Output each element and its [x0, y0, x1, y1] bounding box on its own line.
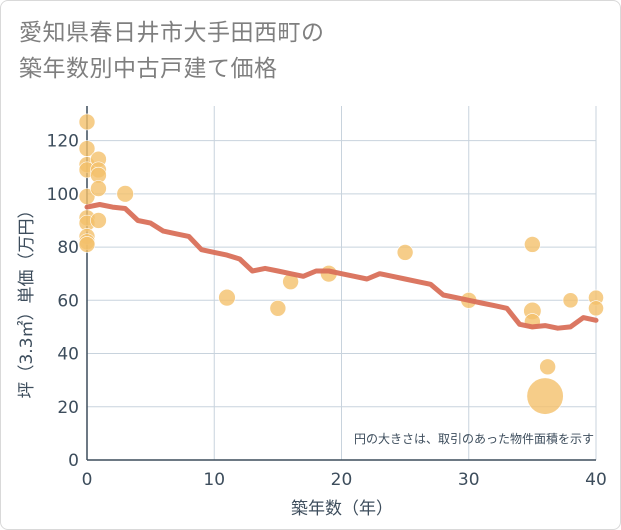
chart-title-line2: 築年数別中古戸建て価格 [19, 56, 278, 82]
bubble-point [396, 244, 414, 261]
average-line-series [84, 202, 599, 331]
grid-lines [86, 106, 597, 461]
chart-title-line1: 愛知県春日井市大手田西町の [19, 20, 325, 46]
bubble-point [524, 236, 541, 253]
average-price-line [84, 202, 599, 331]
x-tick-label: 10 [203, 470, 225, 490]
x-tick-label: 0 [82, 470, 93, 490]
bubble-point [78, 188, 96, 205]
bubble-point [562, 292, 579, 309]
bubble-series [78, 113, 604, 415]
x-tick-label: 30 [458, 470, 480, 490]
y-tick-label: 60 [57, 291, 79, 311]
y-axis-label: 坪（3.3㎡）単価（万円） [17, 201, 37, 398]
y-tick-label: 0 [68, 451, 79, 471]
bubble-point [539, 358, 556, 376]
bubble-point [116, 185, 134, 203]
bubble-point [78, 236, 96, 253]
bubble-point [526, 377, 564, 415]
x-tick-label: 20 [331, 470, 353, 490]
bubble-point [78, 113, 96, 131]
y-tick-label: 100 [47, 185, 79, 205]
bubble-point [588, 300, 604, 317]
bubble-point [269, 299, 287, 317]
x-tick-label: 40 [585, 470, 607, 490]
chart-title: 愛知県春日井市大手田西町の 築年数別中古戸建て価格 [19, 15, 325, 87]
y-tick-label: 20 [57, 398, 79, 418]
bubble-size-note: 円の大きさは、取引のあった物件面積を示す [354, 431, 594, 446]
x-axis-label: 築年数（年） [291, 499, 393, 519]
y-tick-label: 80 [57, 238, 79, 258]
y-tick-label: 120 [47, 132, 79, 152]
bubble-point [90, 212, 107, 229]
axis-ticks: 0 20 40 60 80 100 120 0 10 20 30 40 [47, 132, 607, 490]
bubble-point [90, 180, 107, 197]
bubble-point [218, 288, 236, 307]
y-tick-label: 40 [57, 345, 79, 365]
